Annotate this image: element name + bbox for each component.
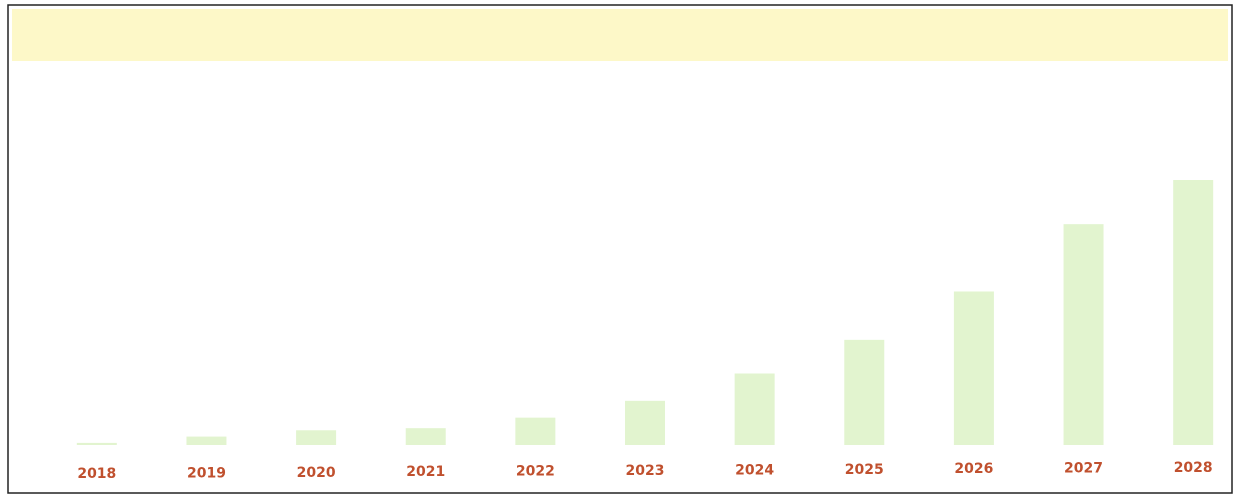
- title-band: [12, 9, 1228, 61]
- x-tick-label: 2018: [77, 466, 116, 482]
- x-tick-label: 2023: [626, 463, 665, 479]
- bar: [1063, 224, 1104, 445]
- bar: [844, 339, 885, 445]
- chart-frame: [7, 4, 1233, 494]
- x-tick-label: 2025: [845, 462, 884, 478]
- bar: [186, 436, 227, 445]
- x-tick-label: 2020: [297, 465, 336, 481]
- x-tick-label: 2022: [516, 464, 555, 480]
- bar: [296, 430, 337, 445]
- plot-area: 2018 2019 2020 2021 2022 2023 2024 2025 2026 2027…: [76, 180, 1214, 482]
- bar: [734, 373, 775, 445]
- bar: [953, 291, 994, 445]
- bar: [515, 417, 556, 445]
- x-tick-label: 2024: [735, 462, 774, 478]
- bar: [76, 442, 117, 445]
- x-tick-label: 2026: [954, 461, 993, 477]
- bar: [625, 400, 665, 445]
- x-tick-label: 2027: [1064, 461, 1103, 477]
- x-tick-label: 2028: [1174, 460, 1213, 476]
- bar: [405, 428, 446, 445]
- bar: [1173, 180, 1214, 445]
- x-tick-label: 2019: [187, 465, 226, 481]
- x-tick-label: 2021: [406, 464, 445, 480]
